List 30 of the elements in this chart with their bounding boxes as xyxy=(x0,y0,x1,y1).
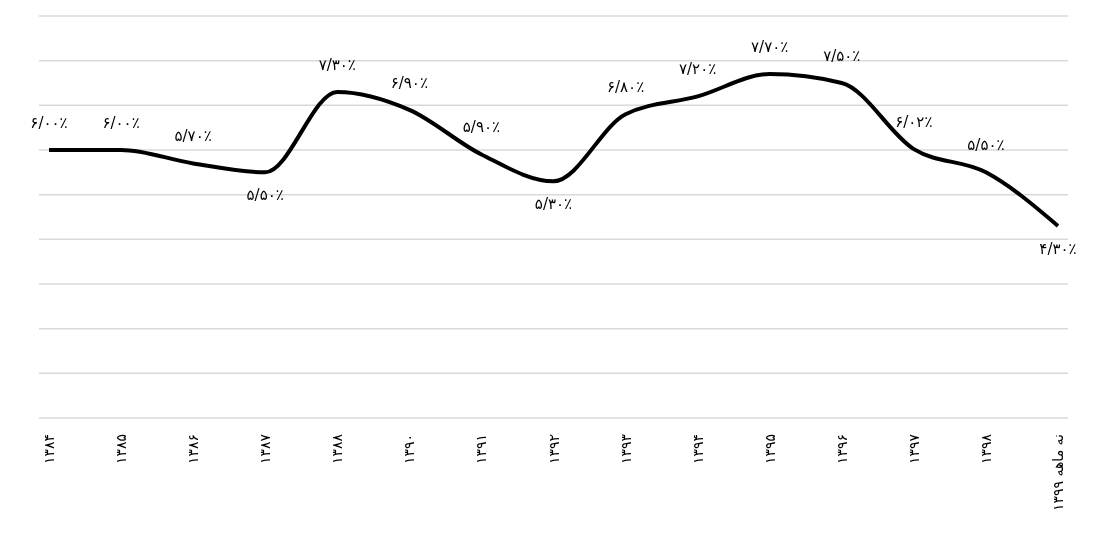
x-tick-label: ۱۳۸۶ xyxy=(185,434,202,465)
data-label: ۵/۹۰٪ xyxy=(462,118,501,137)
data-label: ۶/۰۲٪ xyxy=(895,113,933,132)
data-label: ۶/۸۰٪ xyxy=(606,78,645,97)
x-tick-label: ۱۳۸۴ xyxy=(41,434,57,465)
x-tick-label: ۱۳۸۵ xyxy=(113,434,130,465)
data-label: ۵/۳۰٪ xyxy=(534,195,573,214)
data-label: ۶/۰۰٪ xyxy=(102,114,140,132)
x-tick-label: ۱۳۹۶ xyxy=(833,434,850,465)
x-tick-label: ۱۳۹۴ xyxy=(689,434,706,465)
data-label: ۴/۳۰٪ xyxy=(1039,239,1077,258)
x-tick-label: ۱۳۹۲ xyxy=(545,434,562,465)
x-tick-label: ۱۳۸۸ xyxy=(329,433,346,465)
data-label: ۷/۵۰٪ xyxy=(823,47,861,65)
data-label: ۷/۷۰٪ xyxy=(751,38,789,57)
data-label: ۵/۵۰٪ xyxy=(967,136,1005,155)
x-tick-label: ۱۳۹۳ xyxy=(617,433,634,465)
data-label: ۷/۲۰٪ xyxy=(679,60,717,79)
x-tick-label: ۱۳۹۱ xyxy=(473,434,490,465)
data-label: ۶/۰۰٪ xyxy=(30,114,68,132)
x-tick-label: ۱۳۹۸ xyxy=(977,433,994,465)
data-label: ۵/۵۰٪ xyxy=(246,186,284,205)
x-tick-label: ۱۳۹۷ xyxy=(905,433,922,465)
x-tick-label: ۱۳۹۵ xyxy=(761,434,778,465)
x-tick-label: نه ماهه ۱۳۹۹ xyxy=(1050,434,1066,512)
data-label: ۶/۹۰٪ xyxy=(390,73,428,92)
x-tick-label: ۱۳۸۷ xyxy=(257,433,274,465)
x-tick-label: ۱۳۹۰ xyxy=(401,434,418,465)
data-label: ۵/۷۰٪ xyxy=(174,127,212,146)
data-label: ۷/۳۰٪ xyxy=(318,55,356,74)
